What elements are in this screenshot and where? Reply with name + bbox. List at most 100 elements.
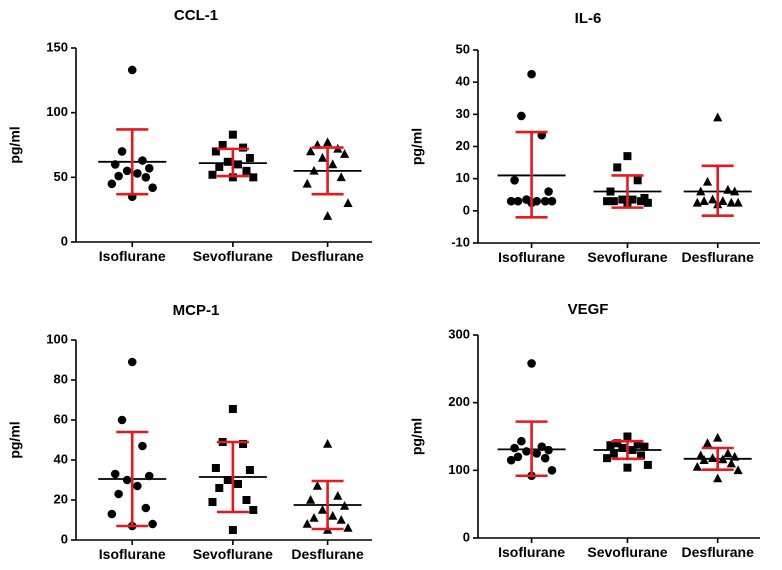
- y-tick-label: 80: [54, 371, 68, 386]
- y-tick-label: 100: [46, 331, 68, 346]
- data-point: [696, 450, 706, 460]
- data-point: [133, 481, 142, 491]
- data-point: [242, 496, 251, 504]
- chart-title: MCP-1: [173, 302, 220, 319]
- data-point: [527, 359, 536, 368]
- x-category-label: Isoflurane: [99, 546, 166, 562]
- data-point: [107, 179, 117, 189]
- data-point: [317, 152, 328, 162]
- data-point: [323, 137, 333, 147]
- y-tick-label: 60: [54, 411, 68, 426]
- series-isoflurane: [98, 65, 167, 202]
- data-point: [643, 460, 652, 469]
- y-tick-label: 0: [61, 233, 68, 248]
- data-point: [609, 197, 618, 206]
- data-point: [637, 197, 646, 206]
- series-desflurane: [683, 112, 752, 217]
- data-point: [336, 515, 346, 524]
- data-point: [618, 444, 627, 453]
- data-point: [242, 166, 251, 175]
- y-tick-label: 0: [61, 531, 68, 546]
- y-tick-label: 10: [456, 170, 470, 185]
- data-point: [340, 149, 350, 158]
- data-point: [233, 480, 242, 488]
- y-tick-label: -10: [451, 234, 470, 249]
- data-point: [312, 481, 322, 490]
- y-tick-label: 50: [456, 41, 470, 56]
- x-category-label: Isoflurane: [99, 248, 166, 264]
- data-point: [718, 196, 728, 205]
- y-tick-label: 20: [456, 138, 470, 153]
- x-category-label: Isoflurane: [498, 249, 565, 265]
- y-tick-label: 100: [448, 462, 470, 477]
- data-point: [628, 195, 637, 204]
- data-point: [110, 469, 120, 479]
- chart-title: IL-6: [575, 10, 602, 27]
- data-point: [540, 196, 550, 206]
- data-point: [122, 475, 132, 485]
- series-isoflurane: [497, 69, 566, 219]
- data-point: [208, 498, 217, 506]
- data-point: [328, 511, 338, 520]
- x-category-label: Sevoflurane: [587, 544, 667, 560]
- data-point: [547, 196, 557, 206]
- data-point: [513, 196, 523, 206]
- data-point: [723, 448, 733, 458]
- data-point: [618, 195, 627, 204]
- data-point: [208, 170, 217, 179]
- data-point: [513, 452, 523, 462]
- data-point: [122, 166, 132, 176]
- data-point: [506, 196, 516, 206]
- data-point: [211, 464, 220, 472]
- data-point: [726, 458, 736, 468]
- data-point: [343, 523, 353, 532]
- series-isoflurane: [98, 357, 167, 531]
- y-axis-label: pg/ml: [409, 418, 425, 455]
- data-point: [223, 476, 232, 484]
- data-point: [127, 65, 137, 75]
- data-point: [117, 415, 127, 425]
- data-point: [215, 484, 224, 492]
- series-isoflurane: [497, 359, 566, 481]
- data-point: [211, 147, 220, 156]
- y-tick-label: 40: [456, 74, 470, 89]
- y-tick-label: 150: [46, 39, 68, 54]
- chart-title: CCL-1: [174, 7, 218, 24]
- data-point: [713, 112, 723, 122]
- data-point: [228, 405, 237, 413]
- data-point: [228, 130, 237, 139]
- chart-panel-1: CCL-1 pg/ml 0 50 100 150 Isoflurane Sevoflurane…: [7, 7, 372, 264]
- data-point: [302, 519, 312, 528]
- x-category-label: Desflurane: [291, 546, 364, 562]
- data-point: [702, 438, 713, 448]
- data-point: [328, 159, 338, 169]
- data-point: [708, 453, 718, 462]
- data-point: [148, 519, 157, 529]
- y-tick-label: 100: [46, 104, 68, 119]
- data-point: [144, 163, 154, 173]
- data-point: [633, 440, 642, 449]
- y-axis-label: pg/ml: [409, 128, 425, 165]
- x-category-label: Sevoflurane: [193, 248, 273, 264]
- chart-panel-3: MCP-1 pg/ml 0 20 40 60 80 100 Isoflurane Sevoflur…: [7, 302, 372, 562]
- data-point: [343, 198, 353, 207]
- data-point: [733, 465, 743, 475]
- data-point: [249, 506, 258, 514]
- data-point: [640, 442, 649, 451]
- data-point: [223, 157, 232, 166]
- data-point: [713, 473, 723, 483]
- data-point: [245, 153, 254, 162]
- data-point: [527, 69, 536, 79]
- data-point: [506, 455, 516, 465]
- data-point: [733, 197, 743, 207]
- data-point: [309, 513, 319, 522]
- data-point: [692, 461, 702, 471]
- data-point: [643, 198, 652, 207]
- data-point: [141, 173, 151, 182]
- chart-panel-2: IL-6 pg/ml -10 0 10 20 30 40 50 Isoflurane Sevoflu…: [409, 10, 760, 265]
- chart-title: VEGF: [568, 301, 609, 318]
- y-axis-label: pg/ml: [7, 421, 23, 458]
- y-tick-label: 40: [54, 451, 68, 466]
- x-category-label: Desflurane: [682, 544, 755, 560]
